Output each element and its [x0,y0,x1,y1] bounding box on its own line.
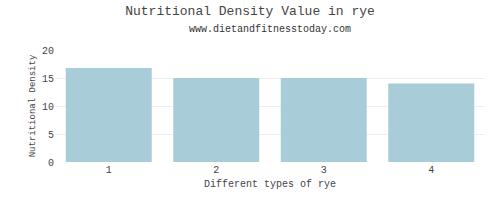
svg-text:2: 2 [213,165,219,176]
svg-text:10: 10 [42,102,54,113]
svg-text:15: 15 [42,74,54,85]
svg-text:20: 20 [42,46,54,57]
svg-text:4: 4 [428,165,434,176]
svg-text:3: 3 [321,165,327,176]
svg-text:www.dietandfitnesstoday.com: www.dietandfitnesstoday.com [189,24,351,35]
svg-text:5: 5 [48,130,54,141]
svg-text:1: 1 [106,165,112,176]
svg-text:Nutritional Density Value in r: Nutritional Density Value in rye [125,4,375,19]
svg-text:Nutritional Density: Nutritional Density [28,54,38,157]
svg-text:0: 0 [48,158,54,169]
svg-text:Different types of rye: Different types of rye [204,179,336,190]
